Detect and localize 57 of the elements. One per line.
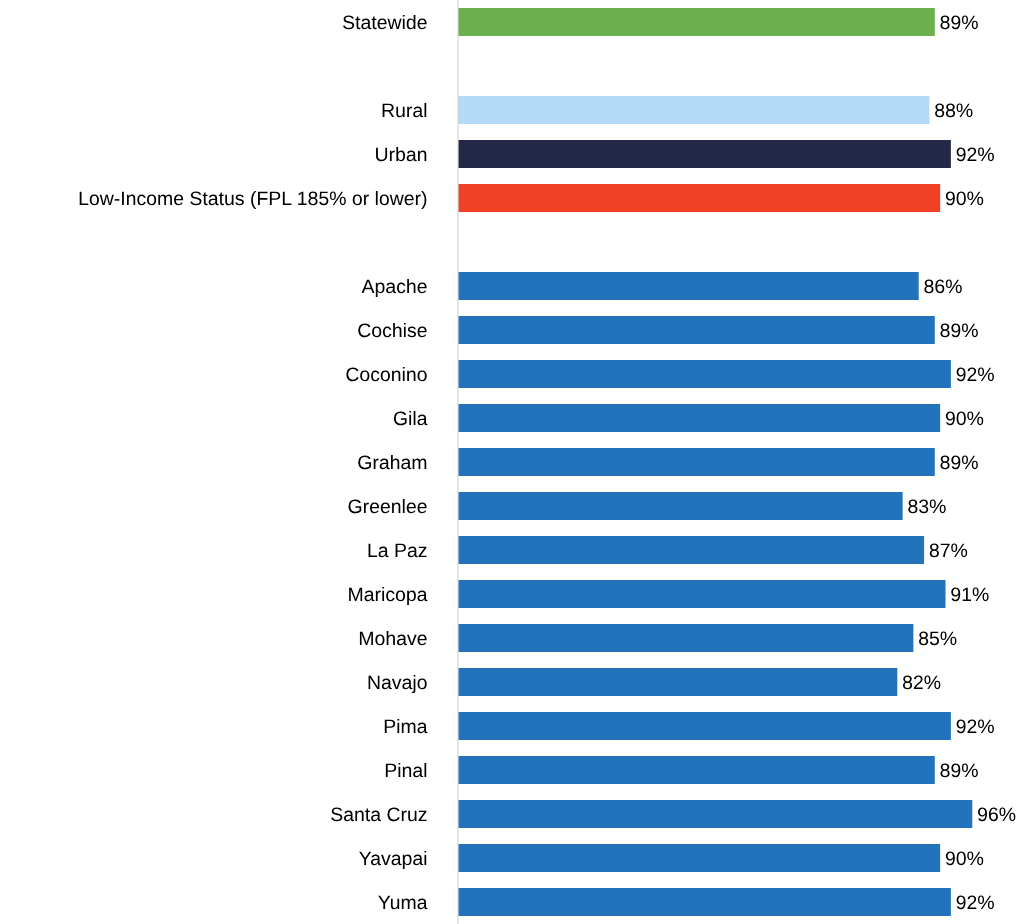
- bar: [458, 183, 941, 213]
- data-label: 92%: [956, 895, 994, 910]
- data-label: 90%: [945, 191, 984, 206]
- bar: [458, 491, 903, 521]
- bar: [458, 359, 951, 389]
- data-label: 92%: [956, 719, 994, 734]
- bar: [458, 315, 935, 345]
- data-label: 85%: [919, 631, 957, 646]
- y-tick-label: Pima: [384, 718, 428, 734]
- data-label: 89%: [940, 455, 978, 470]
- bar: [458, 843, 941, 873]
- data-label: 89%: [940, 15, 978, 30]
- y-tick-label: Mohave: [359, 630, 427, 646]
- y-tick-label: Maricopa: [349, 586, 428, 606]
- y-tick-label: Pinal: [385, 762, 427, 778]
- data-label: 89%: [940, 323, 978, 338]
- y-tick-label: Coconino: [346, 366, 427, 382]
- bar: [458, 535, 925, 565]
- bar: [458, 447, 935, 477]
- y-tick-label: Gila: [393, 410, 428, 426]
- bar: [458, 403, 941, 433]
- data-label: 90%: [945, 411, 984, 426]
- bar: [458, 7, 935, 37]
- y-tick-label: Apache: [361, 278, 427, 298]
- data-label: 89%: [940, 763, 978, 778]
- data-label: 91%: [951, 587, 989, 602]
- bar: [458, 623, 914, 653]
- y-tick-label: Urban: [376, 146, 427, 162]
- bar: [458, 579, 946, 609]
- data-label: 96%: [978, 807, 1016, 822]
- data-label: 87%: [929, 543, 968, 558]
- y-tick-label: La Paz: [368, 543, 427, 558]
- bar: [458, 271, 919, 301]
- y-tick-label: Santa Cruz: [331, 807, 427, 822]
- data-label: 92%: [956, 147, 994, 162]
- data-label: 83%: [908, 499, 946, 514]
- y-tick-label: Rural: [382, 102, 427, 118]
- bar: [458, 139, 951, 169]
- y-tick-label: Navajo: [368, 674, 427, 694]
- y-tick-label: Statewide: [343, 14, 427, 30]
- y-tick-label: Graham: [358, 454, 427, 470]
- bar: [458, 755, 935, 785]
- bar: [458, 711, 951, 741]
- bar: [458, 799, 973, 829]
- bar: [458, 95, 930, 125]
- data-label: 82%: [902, 675, 941, 690]
- bar: [458, 667, 898, 697]
- y-tick-label: Cochise: [358, 322, 427, 338]
- y-tick-label: Low-Income Status (FPL 185% or lower): [79, 190, 427, 210]
- bar: [458, 887, 951, 917]
- data-label: 90%: [945, 851, 984, 866]
- y-tick-label: Yavapai: [359, 850, 427, 870]
- data-label: 86%: [924, 279, 962, 294]
- data-label: 92%: [956, 367, 994, 382]
- y-tick-label: Greenlee: [348, 498, 427, 514]
- data-label: 88%: [935, 103, 973, 118]
- y-tick-label: Yuma: [378, 895, 428, 910]
